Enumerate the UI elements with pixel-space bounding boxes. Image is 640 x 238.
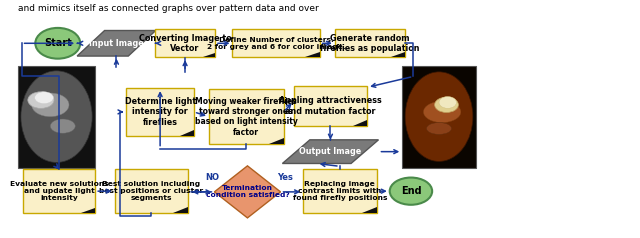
FancyBboxPatch shape <box>294 86 367 126</box>
FancyBboxPatch shape <box>335 29 404 57</box>
Polygon shape <box>214 166 280 218</box>
Ellipse shape <box>426 123 451 134</box>
Text: Replacing image
contrast limits with
found firefly positions: Replacing image contrast limits with fou… <box>292 181 387 201</box>
FancyBboxPatch shape <box>23 169 95 213</box>
Ellipse shape <box>51 119 76 133</box>
Ellipse shape <box>424 101 461 123</box>
Ellipse shape <box>435 97 458 113</box>
FancyBboxPatch shape <box>209 89 284 144</box>
Text: Start: Start <box>44 38 72 48</box>
Polygon shape <box>203 53 215 57</box>
Polygon shape <box>173 208 188 213</box>
Text: Define Number of clusters.
2 for grey and 6 for color image.: Define Number of clusters. 2 for grey an… <box>207 37 346 50</box>
FancyBboxPatch shape <box>127 88 194 136</box>
Text: Determine light
intensity for
fireflies: Determine light intensity for fireflies <box>125 97 196 127</box>
Polygon shape <box>305 52 320 57</box>
Ellipse shape <box>28 92 54 108</box>
Text: Converting Image to
Vector: Converting Image to Vector <box>139 34 232 53</box>
Ellipse shape <box>31 93 69 117</box>
Polygon shape <box>81 208 95 213</box>
FancyBboxPatch shape <box>155 29 215 57</box>
Polygon shape <box>353 120 367 126</box>
Text: NO: NO <box>205 174 219 182</box>
Ellipse shape <box>439 97 456 108</box>
Ellipse shape <box>21 71 92 162</box>
Polygon shape <box>77 30 156 56</box>
Text: Evaluate new solutions
and update light
intensity: Evaluate new solutions and update light … <box>10 181 108 201</box>
Ellipse shape <box>35 92 53 104</box>
Text: Termination
condition satisfied?: Termination condition satisfied? <box>205 185 289 198</box>
Text: Best solution including
best positions or cluster
segments: Best solution including best positions o… <box>99 181 204 201</box>
Text: Input Image: Input Image <box>89 39 144 48</box>
Text: Generate random
fireflies as population: Generate random fireflies as population <box>320 34 419 53</box>
Text: Appling attractiveness
and mutation factor: Appling attractiveness and mutation fact… <box>279 96 382 116</box>
Text: and mimics itself as connected graphs over pattern data and over: and mimics itself as connected graphs ov… <box>19 4 319 13</box>
Text: Moving weaker fireflies
toward stronger ones
based on light intensity
factor: Moving weaker fireflies toward stronger … <box>195 97 298 137</box>
Text: Yes: Yes <box>277 174 293 182</box>
FancyBboxPatch shape <box>232 29 320 57</box>
Polygon shape <box>362 208 376 213</box>
Ellipse shape <box>390 178 432 205</box>
Ellipse shape <box>35 28 80 59</box>
Text: Output Image: Output Image <box>300 147 362 156</box>
FancyBboxPatch shape <box>402 66 476 168</box>
Text: End: End <box>401 186 421 196</box>
FancyBboxPatch shape <box>115 169 188 213</box>
Ellipse shape <box>405 72 473 161</box>
Polygon shape <box>391 52 404 57</box>
FancyBboxPatch shape <box>303 169 376 213</box>
Polygon shape <box>282 140 378 164</box>
FancyBboxPatch shape <box>18 66 95 168</box>
Polygon shape <box>269 138 284 144</box>
Polygon shape <box>180 130 194 136</box>
